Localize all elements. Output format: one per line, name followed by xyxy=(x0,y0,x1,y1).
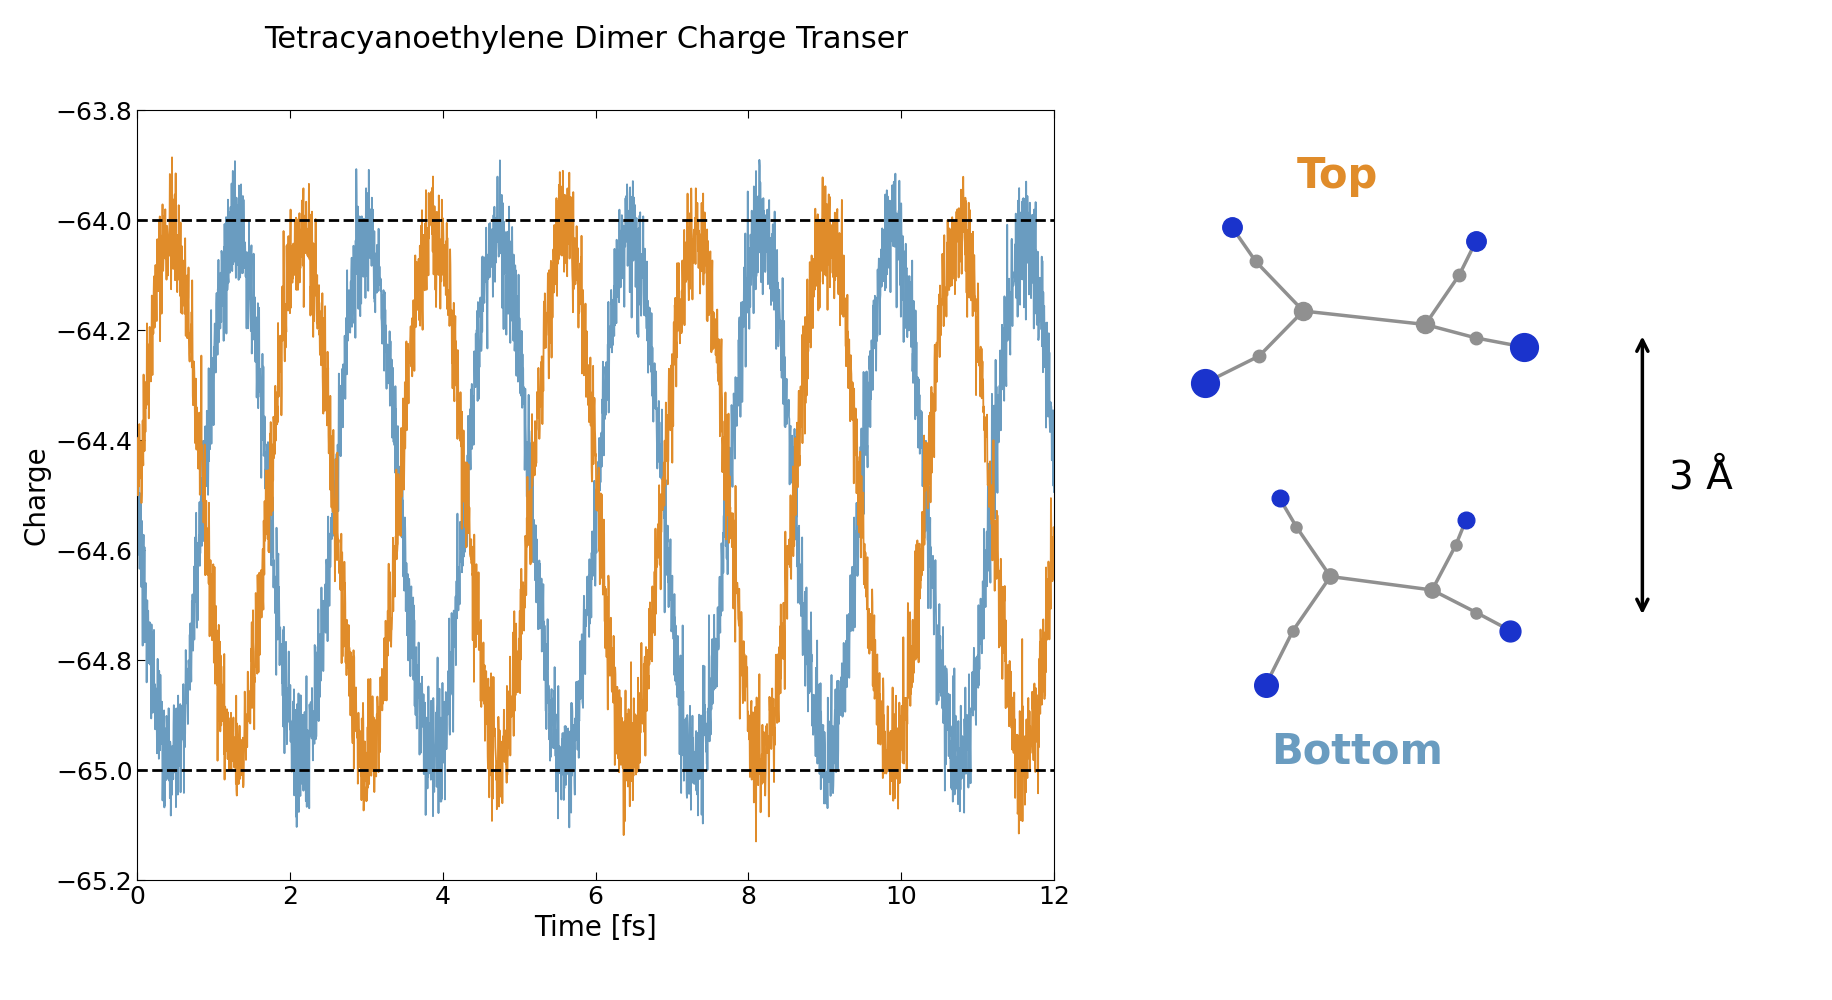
Text: Tetracyanoethylene Dimer Charge Transer: Tetracyanoethylene Dimer Charge Transer xyxy=(264,25,909,54)
Text: Bottom: Bottom xyxy=(1271,731,1442,773)
X-axis label: Time [fs]: Time [fs] xyxy=(535,914,656,942)
Text: Top: Top xyxy=(1295,155,1378,197)
Text: 3 Å: 3 Å xyxy=(1669,458,1733,496)
Y-axis label: Charge: Charge xyxy=(22,445,49,545)
